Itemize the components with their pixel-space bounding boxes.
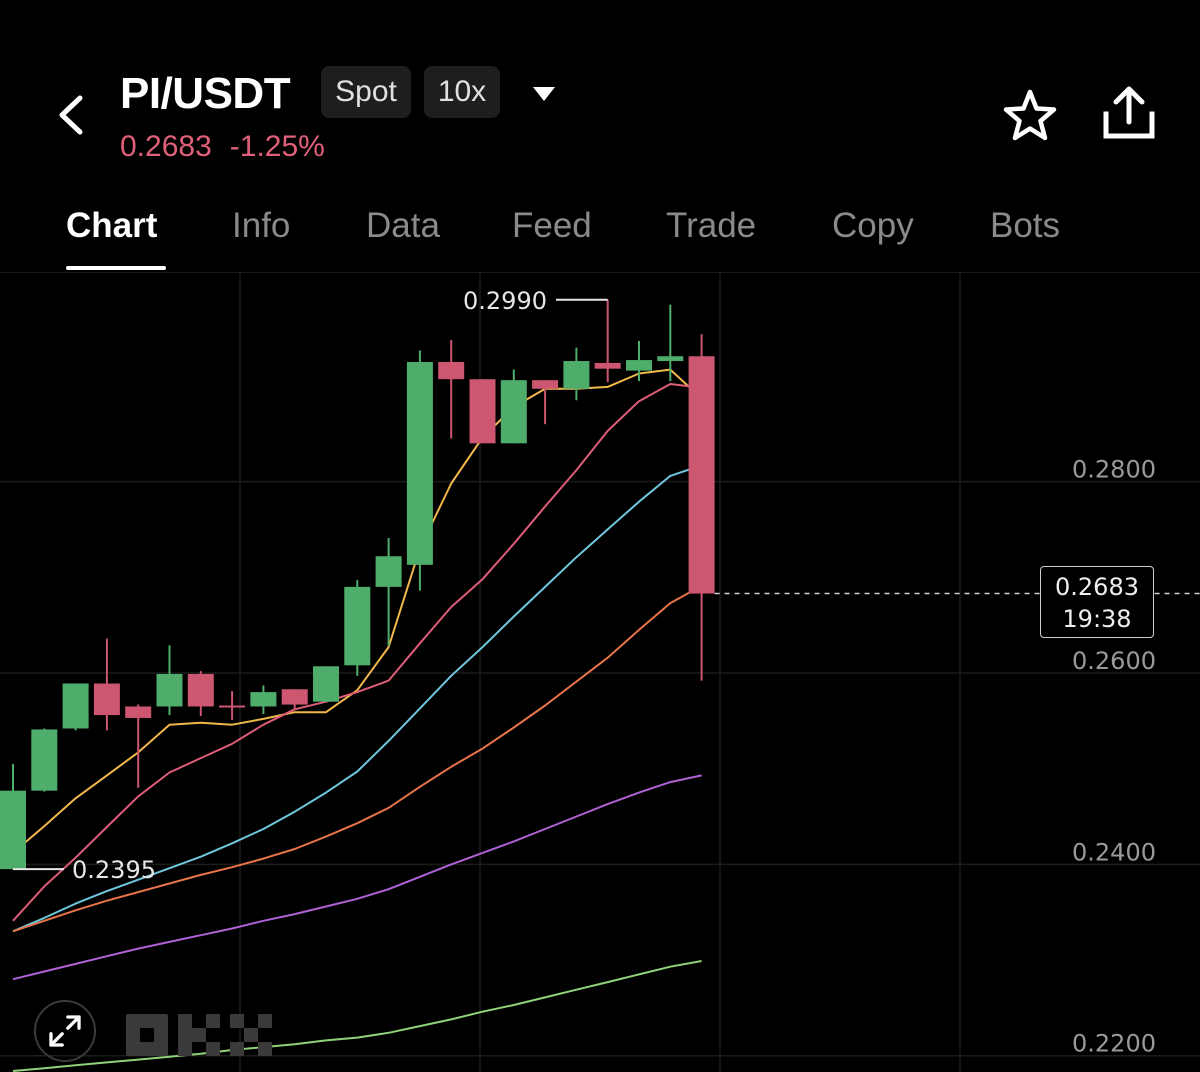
share-icon[interactable] [1098,84,1160,144]
candle-body [626,360,652,371]
candle-body [62,683,89,729]
chart-grid [0,273,1200,1072]
candle [0,763,26,870]
caret-down-icon[interactable] [530,84,558,104]
candle-body [500,380,527,444]
candle-body [406,361,433,565]
tab-trade[interactable]: Trade [666,206,757,245]
last-price: 0.2683 [120,130,212,163]
candle [657,304,684,382]
candle-body [375,556,402,587]
candle-body [313,666,339,702]
tab-copy[interactable]: Copy [832,206,914,245]
candle [500,369,527,444]
candle [438,339,465,439]
candle-body [0,790,26,870]
active-tab-indicator [66,266,166,270]
chevron-left-icon[interactable] [52,92,92,138]
candle-body [93,683,120,716]
leverage-badge: 10x [424,66,500,118]
candle [250,685,277,715]
candle-body [281,689,308,705]
okx-logo [126,1014,272,1056]
pair-title[interactable]: PI/USDT [120,69,291,118]
high-marker-label: 0.2990 [463,287,547,315]
expand-icon[interactable] [34,1000,96,1062]
candle [187,671,214,717]
candle-body [532,380,559,389]
current-price-value: 0.2683 [1055,573,1139,601]
tab-bots[interactable]: Bots [990,206,1061,245]
candle [594,299,621,383]
high-low-markers: 0.2990 0.2395 [13,287,1200,884]
candle [125,704,152,788]
tab-data[interactable]: Data [366,206,440,245]
moving-average-line [12,960,702,1072]
candle-body [187,673,214,707]
candle [469,379,496,444]
moving-average-line [12,585,703,933]
candle-body [250,692,277,707]
star-icon[interactable] [1000,86,1060,146]
y-tick-label: 0.2600 [1072,647,1156,675]
candle [156,645,183,716]
current-price-tag: 0.2683 19:38 [1040,566,1154,638]
candle [532,380,559,425]
tab-bar: Chart Info Data Feed Trade Copy Bots [0,196,1200,272]
candle-body [688,356,715,594]
change-percent: -1.25% [229,130,325,163]
candle [375,538,402,647]
candlesticks [0,299,715,870]
tab-feed[interactable]: Feed [512,206,592,245]
candle-body [594,362,621,369]
tab-info[interactable]: Info [232,206,291,245]
moving-average-lines [12,368,703,1072]
candle [626,340,652,382]
moving-average-line [12,774,702,981]
candle-body [438,361,465,380]
candle-body [657,356,684,362]
candle-body [31,729,58,791]
candle-body [563,361,590,389]
y-tick-label: 0.2400 [1072,838,1156,866]
low-marker-label: 0.2395 [72,856,156,884]
y-tick-label: 0.2200 [1072,1030,1156,1058]
market-type-badge: Spot [321,66,411,118]
candle-body [219,705,246,708]
y-tick-label: 0.2800 [1072,456,1156,484]
candle [281,689,308,711]
candle-body [125,706,152,718]
candle [31,728,58,792]
candle-body [344,586,371,666]
moving-average-line [12,383,702,922]
candle [62,683,89,731]
candle [313,666,339,702]
tabs-divider [0,272,1200,273]
candle [344,580,371,676]
candle [219,691,246,720]
candle-body [469,379,496,444]
candle-body [156,673,183,707]
candle [563,347,590,401]
candle [406,350,433,591]
candle-countdown: 19:38 [1062,605,1132,633]
candle [93,638,120,731]
price-axis: 0.2800 0.2600 0.2400 0.2200 [1072,456,1156,1058]
moving-average-line [12,464,702,933]
candle [688,334,715,681]
price-summary: 0.2683 -1.25% [120,128,325,166]
tab-chart[interactable]: Chart [66,206,158,245]
